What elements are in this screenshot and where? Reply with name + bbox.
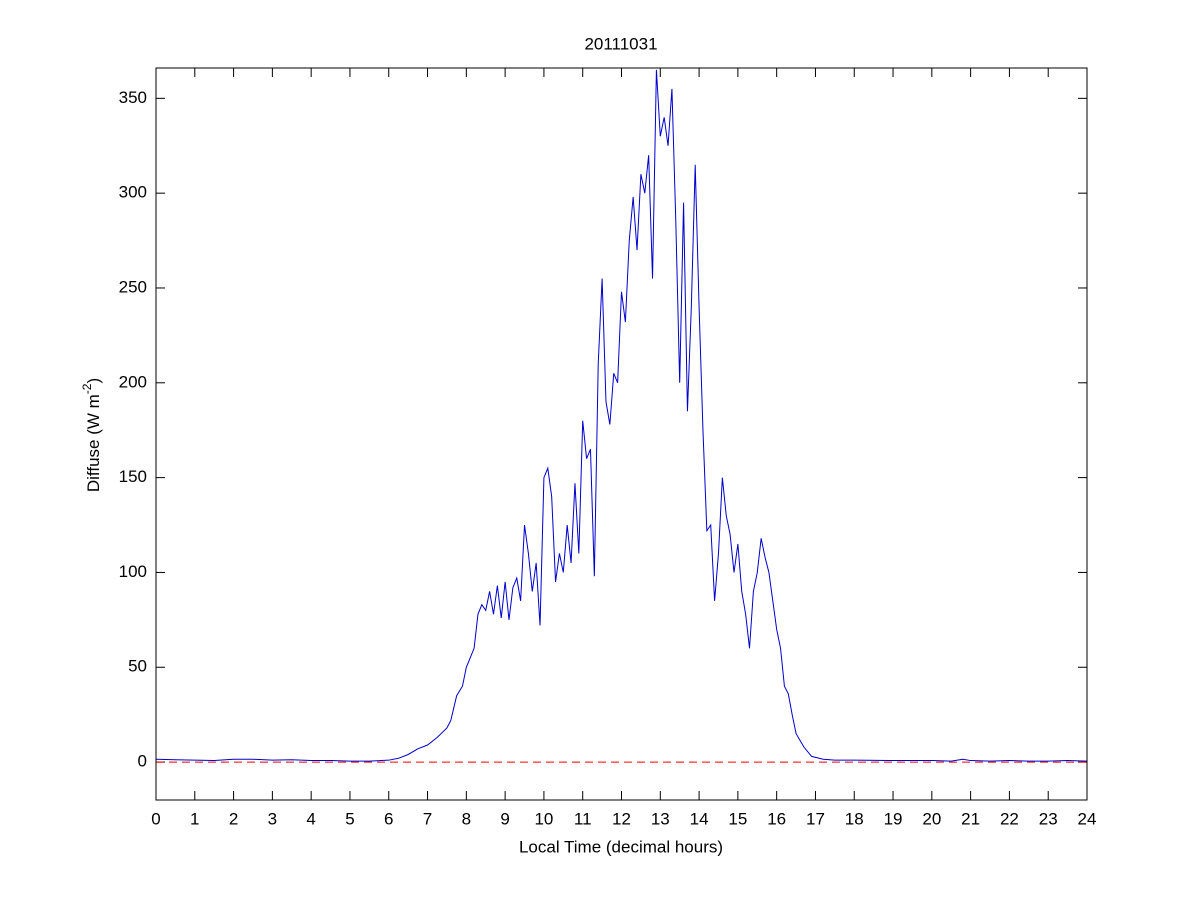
x-tick-label: 3 [268,809,277,828]
x-tick-label: 0 [151,809,160,828]
y-tick-label: 200 [119,372,147,391]
x-tick-label: 18 [845,809,864,828]
x-tick-label: 22 [1000,809,1019,828]
x-axis-label: Local Time (decimal hours) [519,837,723,856]
y-label-sup: -2 [80,383,94,394]
x-tick-label: 23 [1039,809,1058,828]
x-tick-label: 10 [534,809,553,828]
x-tick-label: 24 [1078,809,1097,828]
y-tick-label: 100 [119,562,147,581]
y-tick-label: 0 [138,752,147,771]
x-tick-label: 1 [190,809,199,828]
x-tick-label: 4 [306,809,315,828]
y-label-text: Diffuse (W m [84,394,103,492]
y-tick-label: 250 [119,277,147,296]
x-tick-label: 14 [690,809,709,828]
y-tick-label: 350 [119,88,147,107]
x-tick-label: 13 [651,809,670,828]
x-tick-label: 21 [961,809,980,828]
x-tick-label: 11 [574,809,592,828]
y-tick-label: 300 [119,183,147,202]
y-tick-label: 50 [128,657,147,676]
data-line [155,69,1088,762]
y-axis-label: Diffuse (W m-2) [80,378,103,492]
x-tick-label: 9 [500,809,509,828]
x-tick-label: 5 [345,809,354,828]
x-tick-label: 16 [767,809,786,828]
x-tick-label: 8 [462,809,471,828]
x-tick-label: 15 [728,809,747,828]
x-tick-label: 7 [423,809,432,828]
x-tick-label: 20 [922,809,941,828]
y-label-suffix: ) [84,378,103,384]
x-tick-label: 6 [384,809,393,828]
x-tick-label: 19 [884,809,903,828]
x-tick-label: 2 [229,809,238,828]
plot-frame [155,67,1088,801]
chart-title: 20111031 [584,34,657,53]
y-tick-label: 150 [119,467,147,486]
x-tick-label: 17 [806,809,825,828]
x-tick-label: 12 [612,809,631,828]
